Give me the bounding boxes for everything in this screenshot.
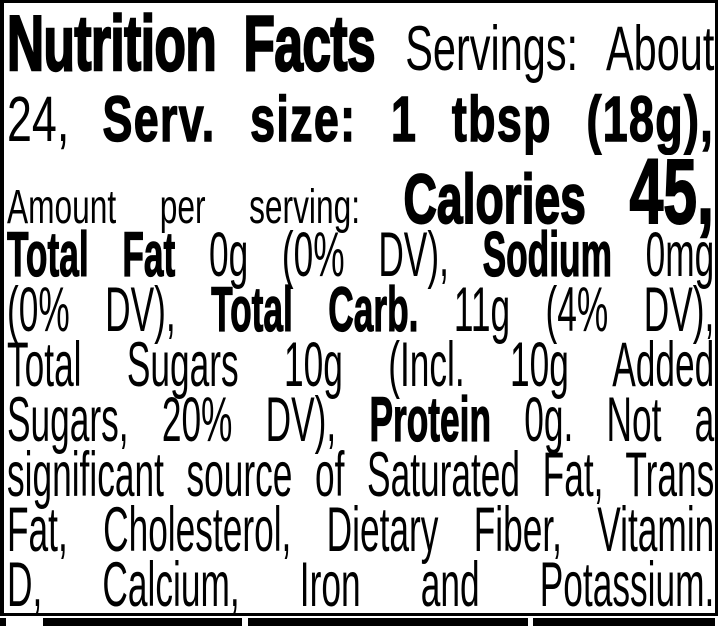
added-sugars-dv-text: Sugars, 20% DV),	[7, 385, 337, 455]
next-label-cropped-strip	[0, 618, 720, 626]
line-not-significant-1: significant source of Saturated Fat, Tra…	[7, 444, 714, 507]
total-carb-value: 11g (4% DV),	[453, 275, 715, 345]
servings-count: 24,	[7, 83, 70, 155]
total-sugars-text: Total Sugars 10g (Incl. 10g Added	[7, 330, 715, 400]
line-not-significant-2: Fat, Cholesterol, Dietary Fiber, Vitamin	[7, 499, 714, 562]
total-fat-value: 0g (0% DV),	[208, 220, 449, 290]
total-fat-label: Total Fat	[7, 220, 176, 290]
next-label-fragment	[533, 618, 715, 626]
line-sugars-1: Total Sugars 10g (Incl. 10g Added	[7, 334, 714, 397]
total-carb-label: Total Carb.	[211, 275, 419, 345]
line-serving-size: 24, Serv. size: 1 tbsp (18g),	[7, 82, 714, 156]
sodium-dv-value: (0% DV),	[7, 275, 176, 345]
line-calories: Amount per serving: Calories 45,	[7, 145, 715, 239]
line-not-significant-3: D, Calcium, Iron and Potassium.	[7, 554, 714, 617]
amount-per-serving-label: Amount per serving:	[7, 181, 360, 234]
not-significant-text-2: Fat, Cholesterol, Dietary Fiber, Vitamin	[7, 495, 715, 565]
protein-value-text: 0g. Not a	[524, 385, 715, 455]
protein-label: Protein	[369, 385, 492, 455]
servings-text: Servings: About	[405, 14, 715, 84]
serving-size-text: Serv. size: 1 tbsp (18g),	[102, 82, 715, 156]
line-fat-sodium: Total Fat 0g (0% DV), Sodium 0mg	[7, 223, 715, 287]
next-label-fragment	[0, 618, 6, 626]
calories-value: 45,	[629, 141, 715, 243]
next-label-fragment	[248, 618, 528, 626]
not-significant-text-3: D, Calcium, Iron and Potassium.	[7, 550, 715, 620]
not-significant-text-1: significant source of Saturated Fat, Tra…	[7, 440, 715, 510]
next-label-fragment	[43, 618, 242, 626]
nutrition-facts-title: Nutrition Facts	[6, 0, 376, 87]
sodium-label: Sodium	[482, 220, 612, 290]
calories-label: Calories	[403, 160, 587, 238]
line-sugars-protein: Sugars, 20% DV), Protein 0g. Not a	[7, 388, 714, 452]
sodium-value: 0mg	[645, 220, 715, 290]
line-carb: (0% DV), Total Carb. 11g (4% DV),	[7, 278, 714, 342]
line-title-servings: Nutrition Facts Servings: About	[6, 3, 715, 84]
